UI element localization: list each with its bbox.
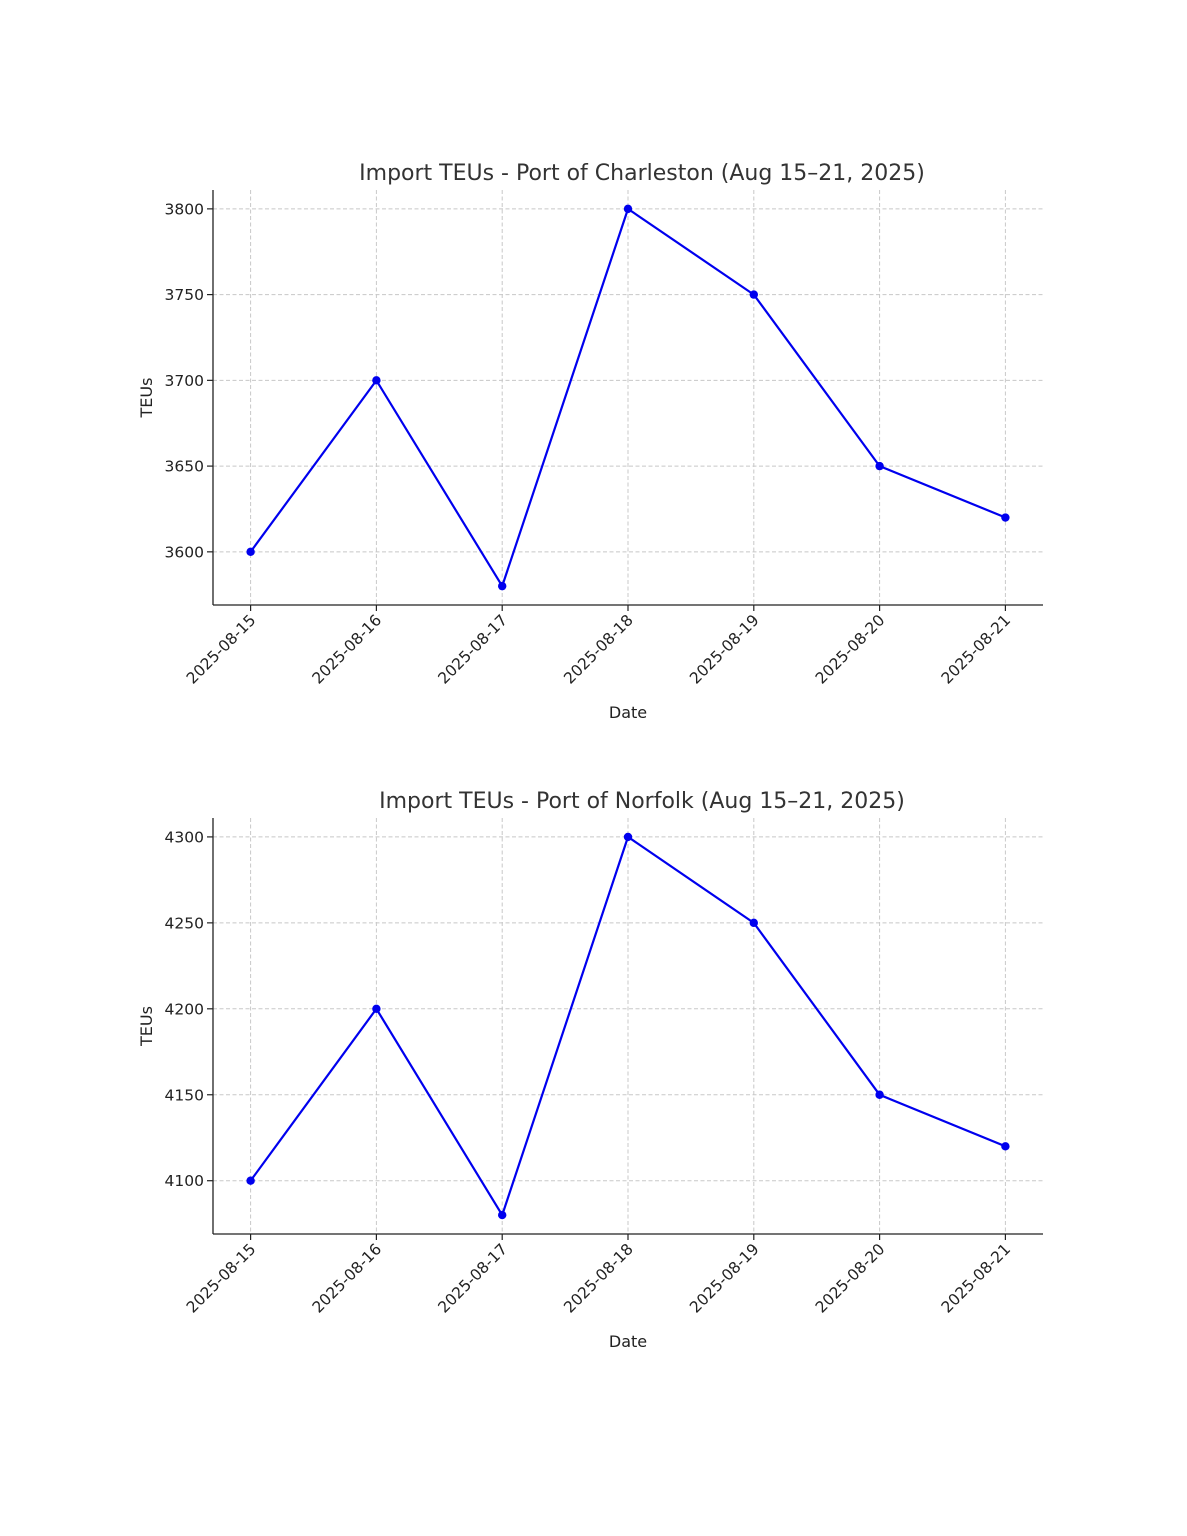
- x-tick-label: 2025-08-18: [560, 1240, 636, 1316]
- data-point: [875, 1090, 884, 1099]
- y-tick-label: 3700: [165, 372, 204, 390]
- data-point: [498, 581, 507, 591]
- data-point: [875, 461, 884, 471]
- y-tick-label: 3650: [165, 458, 204, 476]
- data-point: [246, 1176, 255, 1185]
- x-tick-label: 2025-08-21: [938, 1240, 1014, 1316]
- data-point: [372, 1004, 381, 1014]
- y-tick-label: 4150: [165, 1086, 204, 1104]
- x-tick-label: 2025-08-17: [435, 611, 511, 687]
- x-tick-label: 2025-08-15: [183, 611, 259, 687]
- chart-title: Import TEUs - Port of Norfolk (Aug 15–21…: [379, 789, 905, 814]
- data-point: [623, 832, 633, 842]
- y-axis-label: TEUs: [137, 1006, 156, 1047]
- data-point: [246, 547, 255, 557]
- y-tick-label: 4250: [165, 914, 204, 932]
- x-axis-label: Date: [609, 703, 647, 722]
- data-point: [623, 204, 633, 214]
- y-tick-label: 3800: [165, 200, 204, 218]
- x-axis-label: Date: [609, 1332, 647, 1351]
- data-point: [1001, 1142, 1010, 1151]
- x-tick-label: 2025-08-21: [938, 611, 1014, 687]
- x-tick-label: 2025-08-20: [812, 611, 888, 687]
- y-tick-label: 3600: [165, 543, 204, 561]
- x-tick-label: 2025-08-19: [686, 1240, 762, 1316]
- y-tick-label: 4100: [165, 1172, 204, 1190]
- y-axis-label: TEUs: [137, 378, 156, 419]
- x-tick-label: 2025-08-17: [435, 1240, 511, 1316]
- data-point: [498, 1210, 507, 1220]
- chart-norfolk: 4100 4150 4200 4250 4300 2025-08-15 2025-08-16…: [137, 789, 1043, 1351]
- chart-charleston: 3600 3650 3700 3750 3800 2025-08-15 2025-08-16…: [137, 161, 1043, 722]
- x-tick-label: 2025-08-16: [309, 611, 385, 687]
- chart-title: Import TEUs - Port of Charleston (Aug 15…: [359, 161, 925, 186]
- x-tick-label: 2025-08-15: [183, 1240, 259, 1316]
- data-point: [749, 290, 758, 299]
- data-point: [372, 376, 381, 385]
- y-tick-label: 4300: [165, 828, 204, 846]
- y-tick-label: 3750: [165, 286, 204, 304]
- x-tick-label: 2025-08-16: [309, 1240, 385, 1316]
- data-point: [749, 918, 758, 928]
- y-tick-label: 4200: [165, 1000, 204, 1018]
- x-tick-label: 2025-08-20: [812, 1240, 888, 1316]
- x-tick-label: 2025-08-19: [686, 611, 762, 687]
- x-tick-label: 2025-08-18: [560, 611, 636, 687]
- data-point: [1001, 513, 1010, 522]
